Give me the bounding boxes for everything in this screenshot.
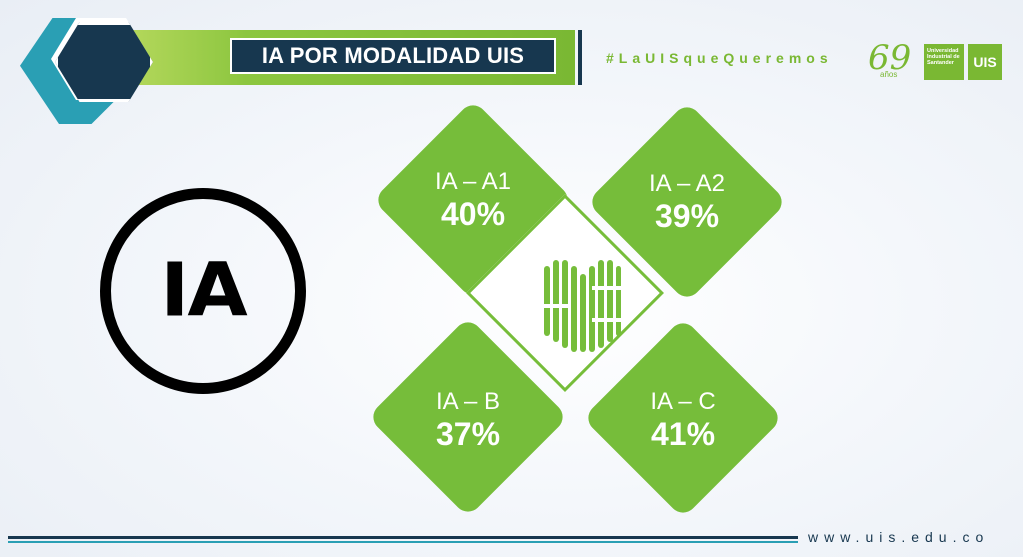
- footer-line: [8, 536, 798, 539]
- tile-value: 39%: [654, 198, 720, 234]
- tile-ia-c: IA – C 41%: [583, 388, 783, 452]
- tile-ia-a2: IA – A2 39%: [587, 170, 787, 234]
- footer-line-accent: [8, 541, 798, 543]
- tile-label: IA – A1: [434, 168, 512, 195]
- anniversary-number: 69: [868, 38, 912, 78]
- page-title-box: IA POR MODALIDAD UIS: [230, 38, 556, 74]
- anniversary-logo: 69 años: [866, 38, 914, 80]
- university-logo: Universidad Industrial de Santander: [924, 44, 964, 80]
- uis-small-logo: UIS: [968, 44, 1002, 80]
- tile-ia-b: IA – B 37%: [368, 388, 568, 452]
- ia-logo-text: IA: [160, 248, 247, 334]
- footer-url: www.uis.edu.co: [808, 529, 990, 545]
- title-divider: [578, 30, 582, 85]
- anniversary-word: años: [880, 70, 898, 79]
- ia-circle-logo: IA: [100, 188, 306, 394]
- tile-value: 40%: [440, 196, 506, 232]
- tile-value: 41%: [650, 416, 716, 452]
- uis-center-logo: [540, 260, 622, 352]
- tile-label: IA – A2: [648, 170, 726, 197]
- tile-label: IA – B: [435, 388, 501, 415]
- tile-ia-a1: IA – A1 40%: [373, 168, 573, 232]
- hashtag-text: #LaUISqueQueremos: [606, 50, 833, 66]
- tile-label: IA – C: [650, 388, 716, 415]
- page-title: IA POR MODALIDAD UIS: [261, 43, 525, 68]
- tile-value: 37%: [435, 416, 501, 452]
